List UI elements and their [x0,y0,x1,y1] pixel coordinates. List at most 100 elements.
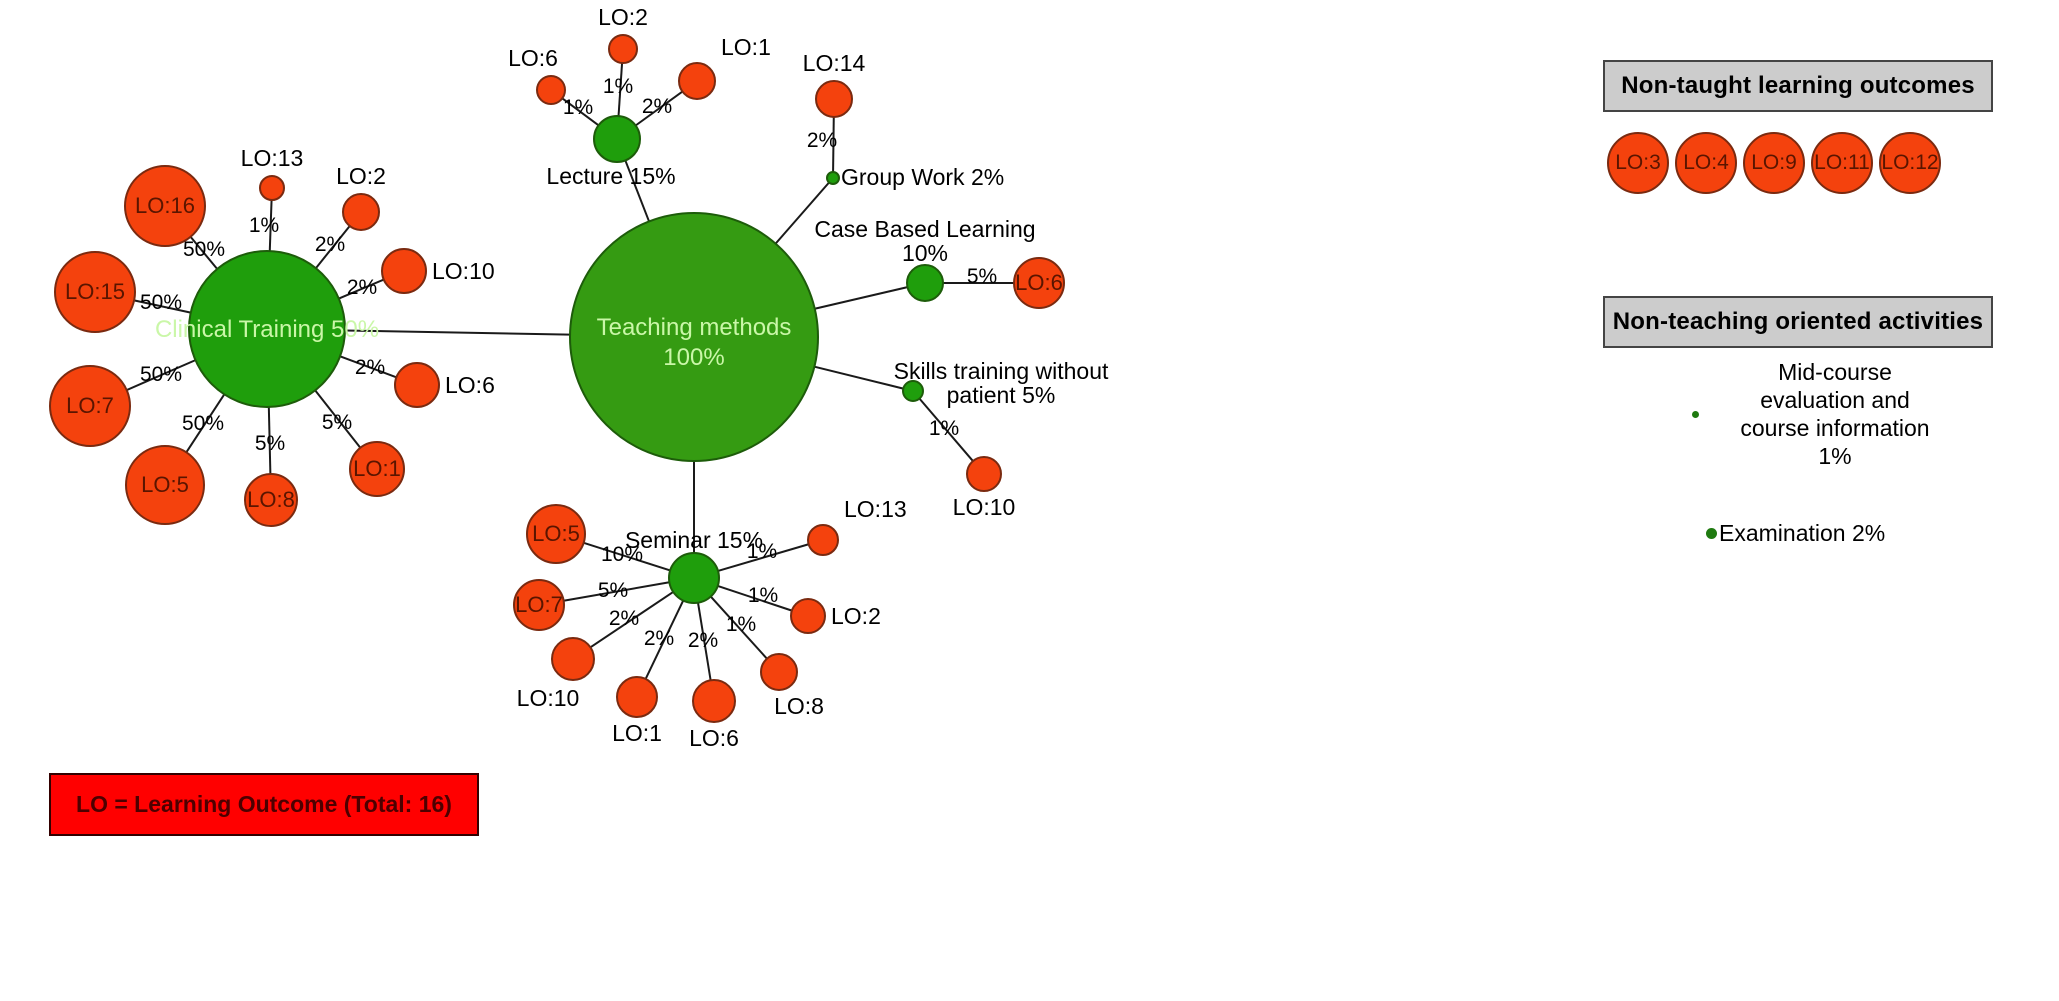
method-node-teaching-methods[interactable] [569,212,819,462]
learning-outcome-node-ct-lo16[interactable] [124,165,206,247]
edge-weight-label: 10% [601,543,643,566]
learning-outcome-node-lec-lo6[interactable] [536,75,566,105]
learning-outcome-node-ct-lo1[interactable] [349,441,405,497]
method-node-case-based-learning[interactable] [906,264,944,302]
edge-teaching-methods-to-group-work [774,181,830,245]
edge-weight-label: 2% [355,356,385,379]
learning-outcome-label-lec-lo6: LO:6 [508,45,558,71]
learning-outcome-label-sem-lo6: LO:6 [689,725,739,751]
learning-outcome-node-ct-lo10[interactable] [381,248,427,294]
edge-skills-training-to-st-lo10 [918,397,974,462]
non-taught-outcome-chip-lo12[interactable]: LO:12 [1879,132,1941,194]
non-teaching-activities-title: Non-teaching oriented activities [1612,308,1984,335]
learning-outcome-label-ct-lo1: LO:1 [353,456,401,481]
learning-outcome-node-gw-lo14[interactable] [815,80,853,118]
learning-outcome-nodes-layer: LO:16 LO:15 LO:7 LO:5 LO:8 LO:1 LO:6 LO:10 LO:2 L… [49,4,1065,751]
edge-clinical-training-to-ct-lo15 [133,299,191,314]
edge-weight-label: 2% [609,607,639,630]
non-taught-learning-outcomes-box: Non-taught learning outcomes [1603,60,1993,112]
learning-outcome-node-ct-lo6[interactable] [394,362,440,408]
learning-outcome-node-sem-lo8[interactable] [760,653,798,691]
learning-outcome-key-text: LO = Learning Outcome (Total: 16) [76,791,452,817]
non-taught-outcome-chip-lo3[interactable]: LO:3 [1607,132,1669,194]
learning-outcome-node-ct-lo7[interactable] [49,365,131,447]
edge-weight-label: 2% [807,129,837,152]
learning-outcome-node-lec-lo1[interactable] [678,62,716,100]
method-node-label-group-work: Group Work 2% [841,164,1004,190]
learning-outcome-node-ct-lo8[interactable] [244,473,298,527]
edge-weight-label: 50% [140,363,182,386]
method-node-label-skills-training: patient 5% [947,382,1056,408]
learning-outcome-node-sem-lo10[interactable] [551,637,595,681]
edge-lecture-to-lec-lo6 [561,97,600,127]
learning-outcome-node-sem-lo1[interactable] [616,676,658,718]
learning-outcome-node-ct-lo15[interactable] [54,251,136,333]
learning-outcome-label-ct-lo5: LO:5 [141,472,189,497]
learning-outcome-label-gw-lo14: LO:14 [803,50,866,76]
learning-outcome-node-st-lo10[interactable] [966,456,1002,492]
edge-seminar-to-sem-lo8 [710,595,768,660]
edge-weight-label: 1% [748,584,778,607]
edge-teaching-methods-to-lecture [624,160,650,222]
edge-clinical-training-to-ct-lo2 [315,225,351,269]
edges-layer [126,62,1014,681]
edge-seminar-to-sem-lo6 [697,602,712,681]
edge-weight-label: 1% [726,613,756,636]
green-dot-icon [1706,527,1717,539]
edge-seminar-to-sem-lo5 [583,541,671,572]
learning-outcome-label-sem-lo8: LO:8 [774,693,824,719]
non-taught-learning-outcomes-title: Non-taught learning outcomes [1621,72,1975,99]
learning-outcome-node-sem-lo13[interactable] [807,524,839,556]
method-node-group-work[interactable] [826,171,840,185]
learning-outcome-node-sem-lo5[interactable] [526,504,586,564]
learning-outcome-node-lec-lo2[interactable] [608,34,638,64]
edge-clinical-training-to-ct-lo7 [126,359,196,391]
edge-weight-label: 50% [183,238,225,261]
edge-clinical-training-to-ct-lo16 [189,236,218,270]
edge-teaching-methods-to-clinical-training [344,329,571,336]
edge-lecture-to-lec-lo2 [617,62,624,117]
learning-outcome-label-lec-lo1: LO:1 [721,34,771,60]
method-node-lecture[interactable] [593,115,641,163]
method-node-label-case-based-learning: Case Based Learning [814,216,1035,242]
learning-outcome-node-sem-lo7[interactable] [513,579,565,631]
edge-clinical-training-to-ct-lo1 [314,389,362,449]
edge-seminar-to-sem-lo2 [717,584,793,612]
learning-outcome-label-ct-lo13: LO:13 [241,145,304,171]
edge-seminar-to-sem-lo10 [589,591,674,649]
learning-outcome-node-cbl-lo6[interactable] [1013,257,1065,309]
method-node-seminar[interactable] [668,552,720,604]
method-node-label-case-based-learning: 10% [902,240,948,266]
edge-weight-label: 2% [315,233,345,256]
non-taught-outcome-chip-lo4[interactable]: LO:4 [1675,132,1737,194]
edge-clinical-training-to-ct-lo6 [339,355,397,379]
learning-outcome-label-st-lo10: LO:10 [953,494,1016,520]
activity-item-mid-course-evaluation: Mid-course evaluation and course informa… [1692,358,1982,470]
learning-outcome-node-ct-lo2[interactable] [342,193,380,231]
method-node-skills-training[interactable] [902,380,924,402]
learning-outcome-label-sem-lo13: LO:13 [844,496,907,522]
learning-outcome-label-sem-lo7: LO:7 [515,592,563,617]
edge-weight-label: 1% [249,214,279,237]
method-nodes-layer: Teaching methods 100% Clinical Training 50… [155,115,1109,604]
non-taught-outcome-chip-lo9[interactable]: LO:9 [1743,132,1805,194]
edge-teaching-methods-to-skills-training [814,365,904,390]
edge-weight-label: 5% [322,411,352,434]
green-dot-icon [1692,410,1699,418]
edge-weight-label: 1% [603,75,633,98]
non-taught-outcome-chip-lo11[interactable]: LO:11 [1811,132,1873,194]
learning-outcome-node-ct-lo13[interactable] [259,175,285,201]
learning-outcome-node-sem-lo2[interactable] [790,598,826,634]
learning-outcome-node-sem-lo6[interactable] [692,679,736,723]
learning-outcome-label-ct-lo8: LO:8 [247,487,295,512]
non-taught-outcome-chips: LO:3 LO:4 LO:9 LO:11 LO:12 [1607,132,1941,194]
edge-clinical-training-to-ct-lo10 [338,278,385,300]
learning-outcome-label-cbl-lo6: LO:6 [1015,270,1063,295]
edge-weight-label: 50% [182,412,224,435]
edge-weight-label: 2% [688,629,718,652]
edge-seminar-to-sem-lo13 [717,543,809,572]
edge-clinical-training-to-ct-lo8 [267,406,272,475]
method-node-clinical-training[interactable] [188,250,346,408]
learning-outcome-node-ct-lo5[interactable] [125,445,205,525]
